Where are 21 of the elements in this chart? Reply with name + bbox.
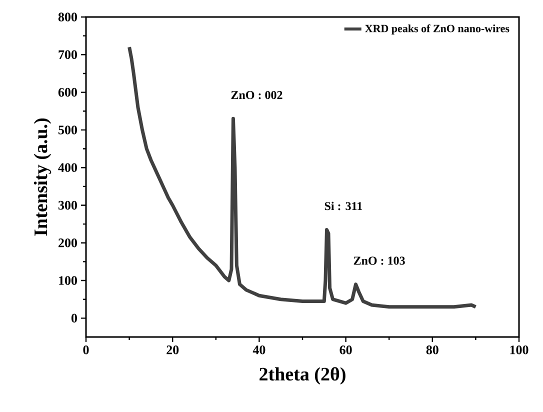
x-tick-label: 0 xyxy=(83,346,89,354)
y-tick-label: 800 xyxy=(58,12,77,22)
x-tick-label: 80 xyxy=(426,346,438,354)
y-tick-label: 300 xyxy=(58,200,77,210)
y-tick-label: 400 xyxy=(58,163,77,172)
legend-label: XRD peaks of ZnO nano-wires xyxy=(365,24,510,34)
annotation: Si : 311 xyxy=(324,202,362,210)
y-tick-label: 600 xyxy=(58,88,77,97)
y-tick-label: 700 xyxy=(58,50,77,60)
x-tick-label: 40 xyxy=(252,346,266,354)
y-tick-label: 500 xyxy=(58,126,77,134)
y-tick-label: 200 xyxy=(58,238,77,248)
annotation: ZnO : 002 xyxy=(231,90,282,100)
annotation: ZnO : 103 xyxy=(354,256,405,265)
x-tick-label: 20 xyxy=(166,346,179,354)
y-tick-label: 100 xyxy=(59,276,77,285)
x-tick-label: 100 xyxy=(510,346,528,354)
x-tick-label: 60 xyxy=(340,346,352,354)
y-axis-title: Intensity (a.u.) xyxy=(34,118,52,236)
y-tick-label: 0 xyxy=(71,314,77,323)
x-axis-title: 2theta (2θ) xyxy=(260,367,346,384)
